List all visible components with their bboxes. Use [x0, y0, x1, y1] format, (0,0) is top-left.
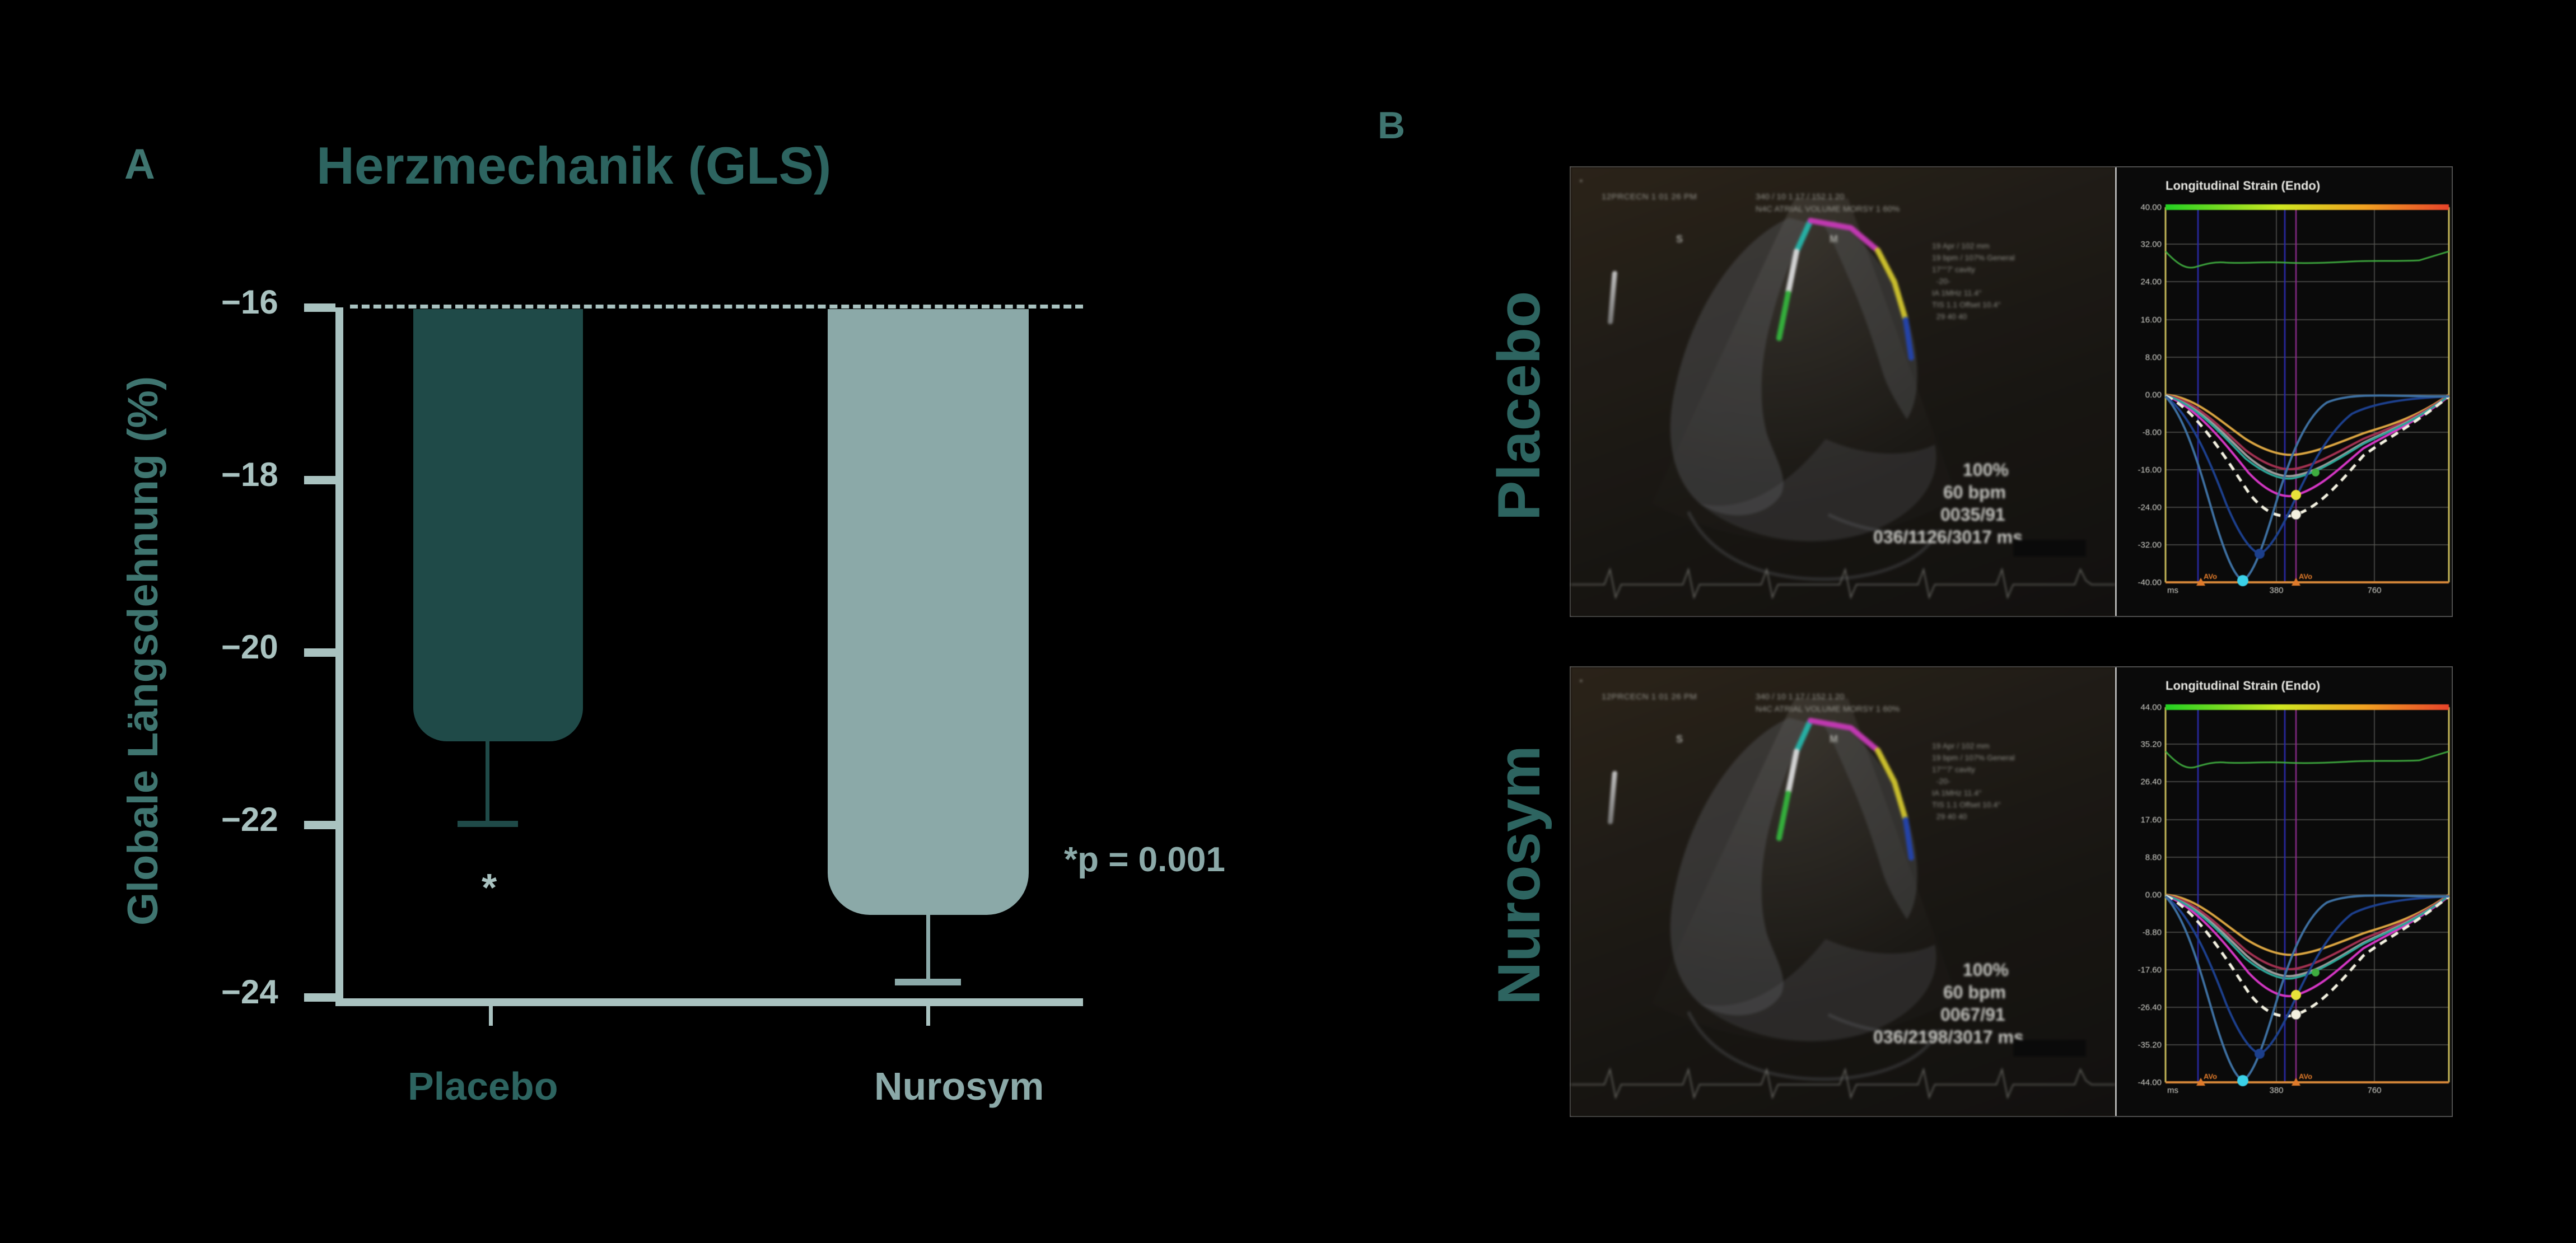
svg-text:8.00: 8.00 — [2145, 353, 2162, 362]
svg-text:Longitudinal Strain (Endo): Longitudinal Strain (Endo) — [2166, 179, 2320, 193]
svg-text:ms: ms — [2167, 1086, 2178, 1095]
svg-text:44.00: 44.00 — [2140, 703, 2162, 712]
svg-text:8.80: 8.80 — [2145, 853, 2162, 862]
svg-text:-8.00: -8.00 — [2143, 428, 2162, 437]
svg-text:760: 760 — [2367, 586, 2381, 595]
svg-text:26.40: 26.40 — [2140, 777, 2162, 787]
svg-text:AVo: AVo — [2204, 572, 2217, 581]
svg-text:760: 760 — [2367, 1086, 2381, 1095]
svg-text:-26.40: -26.40 — [2138, 1003, 2162, 1012]
svg-text:380: 380 — [2269, 586, 2283, 595]
svg-text:32.00: 32.00 — [2140, 240, 2162, 249]
svg-text:40.00: 40.00 — [2140, 203, 2162, 212]
svg-text:-24.00: -24.00 — [2138, 503, 2162, 512]
svg-text:-35.20: -35.20 — [2138, 1040, 2162, 1050]
svg-text:AVo: AVo — [2299, 572, 2312, 581]
svg-text:-8.80: -8.80 — [2143, 928, 2162, 937]
svg-text:-17.60: -17.60 — [2138, 965, 2162, 975]
svg-text:17.60: 17.60 — [2140, 815, 2162, 825]
svg-text:-44.00: -44.00 — [2138, 1078, 2162, 1087]
svg-text:0.00: 0.00 — [2145, 390, 2162, 400]
svg-text:24.00: 24.00 — [2140, 277, 2162, 287]
svg-text:-32.00: -32.00 — [2138, 540, 2162, 550]
svg-text:ms: ms — [2167, 586, 2178, 595]
svg-text:380: 380 — [2269, 1086, 2283, 1095]
svg-text:-40.00: -40.00 — [2138, 578, 2162, 587]
svg-text:AVo: AVo — [2299, 1072, 2312, 1081]
svg-text:Longitudinal Strain (Endo): Longitudinal Strain (Endo) — [2166, 679, 2320, 693]
svg-text:0.00: 0.00 — [2145, 890, 2162, 900]
svg-text:16.00: 16.00 — [2140, 315, 2162, 325]
svg-text:-16.00: -16.00 — [2138, 465, 2162, 475]
svg-text:35.20: 35.20 — [2140, 740, 2162, 749]
svg-text:AVo: AVo — [2204, 1072, 2217, 1081]
